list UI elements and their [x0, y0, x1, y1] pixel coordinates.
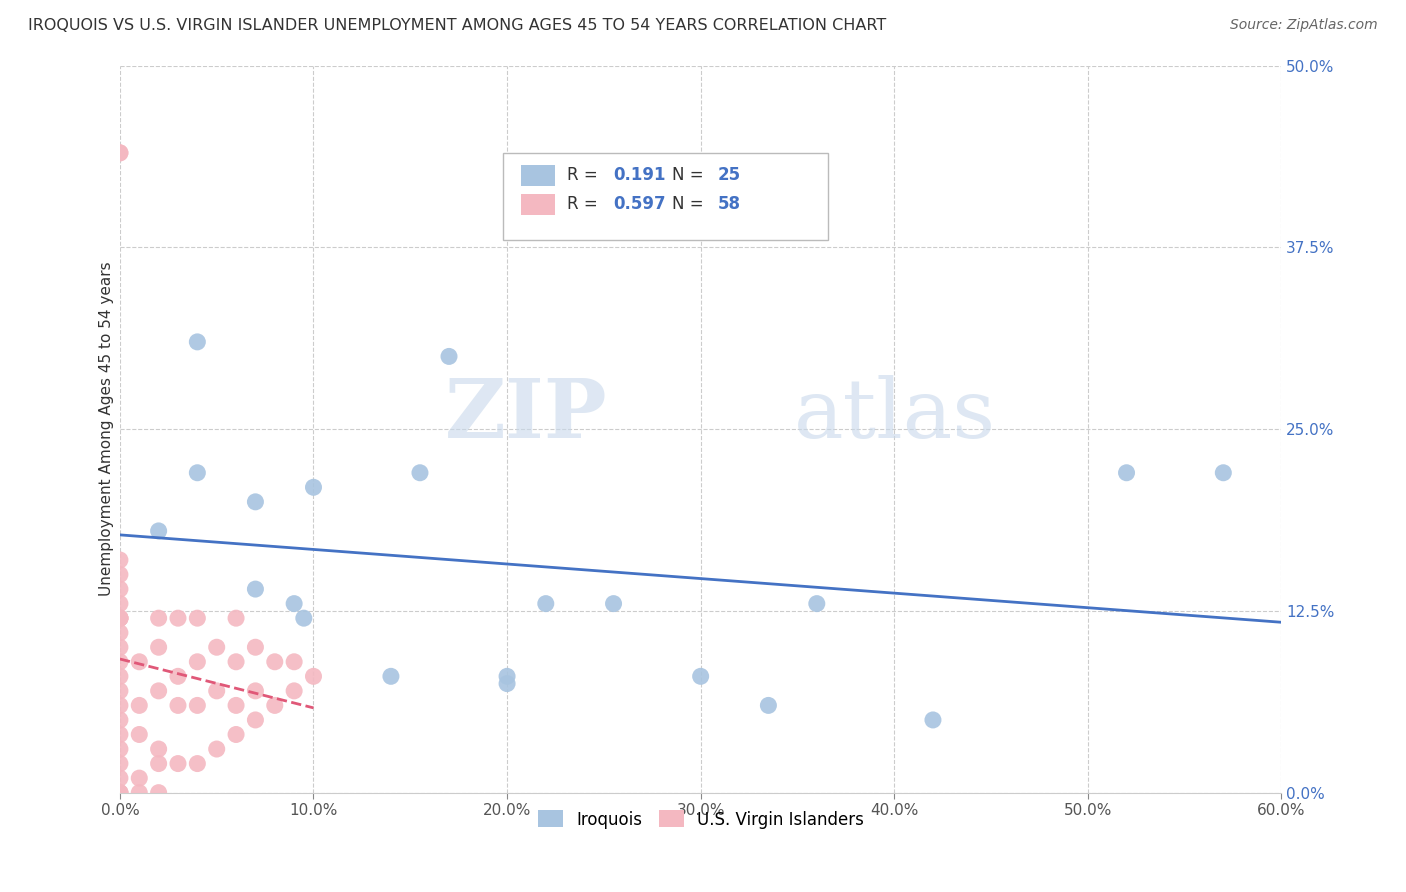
Point [148, 786, 170, 800]
Point [602, 597, 624, 611]
Point [108, 611, 131, 625]
Point [108, 567, 131, 582]
Text: 25: 25 [718, 167, 741, 185]
Point [245, 495, 267, 509]
Point [108, 611, 131, 625]
Point [108, 582, 131, 596]
Point [283, 655, 305, 669]
Point [108, 786, 131, 800]
Point [380, 669, 402, 683]
Point [245, 582, 267, 596]
Point [128, 771, 150, 785]
Point [108, 756, 131, 771]
Point [148, 684, 170, 698]
Point [148, 611, 170, 625]
Point [225, 698, 247, 713]
Point [186, 334, 208, 349]
Text: 0.597: 0.597 [613, 195, 666, 213]
Point [186, 698, 208, 713]
Point [534, 597, 557, 611]
Point [205, 742, 228, 756]
Point [225, 655, 247, 669]
Point [245, 640, 267, 655]
Point [283, 684, 305, 698]
Text: R =: R = [567, 167, 603, 185]
Point [292, 611, 315, 625]
Point [128, 727, 150, 741]
Text: ZIP: ZIP [446, 375, 607, 455]
Point [302, 480, 325, 494]
Y-axis label: Unemployment Among Ages 45 to 54 years: Unemployment Among Ages 45 to 54 years [100, 262, 114, 597]
Point [148, 756, 170, 771]
Point [167, 698, 190, 713]
Point [922, 713, 945, 727]
Point [186, 466, 208, 480]
Point [205, 640, 228, 655]
Point [496, 669, 519, 683]
Point [148, 524, 170, 538]
FancyBboxPatch shape [503, 153, 828, 240]
Point [148, 742, 170, 756]
Point [225, 611, 247, 625]
Point [806, 597, 828, 611]
Point [263, 655, 285, 669]
Text: R =: R = [567, 195, 603, 213]
Point [409, 466, 432, 480]
Point [245, 713, 267, 727]
Point [108, 713, 131, 727]
Point [108, 640, 131, 655]
Point [108, 669, 131, 683]
Point [758, 698, 780, 713]
Point [108, 145, 131, 160]
Point [128, 655, 150, 669]
Point [245, 684, 267, 698]
Bar [520, 165, 555, 186]
Text: 58: 58 [718, 195, 741, 213]
Point [283, 597, 305, 611]
Point [108, 698, 131, 713]
Text: N =: N = [672, 195, 703, 213]
Point [128, 786, 150, 800]
Text: atlas: atlas [793, 375, 995, 455]
Point [108, 771, 131, 785]
Point [225, 727, 247, 741]
Point [108, 655, 131, 669]
Point [302, 669, 325, 683]
Point [108, 684, 131, 698]
Point [108, 553, 131, 567]
Point [167, 611, 190, 625]
Point [205, 684, 228, 698]
Text: IROQUOIS VS U.S. VIRGIN ISLANDER UNEMPLOYMENT AMONG AGES 45 TO 54 YEARS CORRELAT: IROQUOIS VS U.S. VIRGIN ISLANDER UNEMPLO… [28, 18, 886, 33]
Point [108, 727, 131, 741]
Point [437, 350, 460, 364]
Text: N =: N = [672, 167, 703, 185]
Point [128, 698, 150, 713]
Point [689, 669, 711, 683]
Point [167, 756, 190, 771]
Point [108, 145, 131, 160]
Text: 0.191: 0.191 [613, 167, 666, 185]
Point [108, 611, 131, 625]
Point [263, 698, 285, 713]
Point [108, 625, 131, 640]
Text: Source: ZipAtlas.com: Source: ZipAtlas.com [1230, 18, 1378, 32]
Point [1115, 466, 1137, 480]
Bar [520, 194, 555, 215]
Point [108, 611, 131, 625]
Point [108, 786, 131, 800]
Point [186, 756, 208, 771]
Point [186, 611, 208, 625]
Point [108, 597, 131, 611]
Point [1212, 466, 1234, 480]
Point [108, 742, 131, 756]
Point [148, 640, 170, 655]
Point [108, 786, 131, 800]
Legend: Iroquois, U.S. Virgin Islanders: Iroquois, U.S. Virgin Islanders [531, 804, 870, 835]
Point [496, 676, 519, 690]
Point [167, 669, 190, 683]
Point [186, 655, 208, 669]
